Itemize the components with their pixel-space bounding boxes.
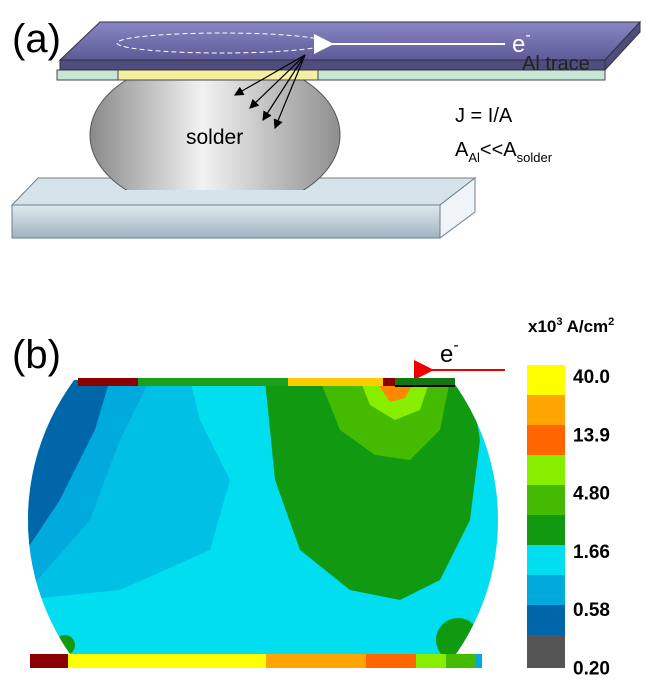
colorbar-label: 4.80	[573, 484, 610, 505]
figure: (a) e- Al trace solder J = I/A AAl<<Asol…	[0, 0, 655, 682]
current-map	[20, 380, 520, 662]
inequality: AAl<<Asolder	[455, 139, 553, 165]
electron: e	[440, 341, 453, 368]
area: A	[455, 139, 469, 161]
top-strip	[78, 378, 455, 386]
colorbar-title: x103 A/cm2	[528, 316, 614, 336]
colorbar-labels: 40.0 13.9 4.80 1.66 0.58 0.20	[573, 367, 610, 680]
title-base: x10	[528, 317, 556, 336]
colorbar-label: 40.0	[573, 367, 610, 388]
colorbar-label: 0.58	[573, 600, 610, 621]
panel-label: (a)	[12, 17, 61, 61]
electron-charge: -	[525, 27, 530, 44]
electron-charge: -	[453, 337, 458, 354]
panel-label: (b)	[12, 333, 61, 377]
area-sub: Al	[468, 150, 480, 165]
colorbar-label: 0.20	[573, 659, 610, 680]
electron-label: e-	[440, 337, 459, 368]
colorbar	[527, 365, 565, 668]
comparison: <<A	[480, 139, 517, 161]
title-unit: A/cm	[563, 317, 609, 336]
bottom-strip	[30, 654, 482, 668]
trace-label: Al trace	[522, 53, 590, 75]
substrate-front	[12, 205, 440, 238]
panel-b: (b) e-	[12, 316, 614, 680]
solder-label: solder	[186, 126, 243, 149]
area-sub: solder	[517, 150, 553, 165]
colorbar-label: 1.66	[573, 542, 610, 563]
title-unit-exp: 2	[608, 316, 614, 328]
panel-a: (a) e- Al trace solder J = I/A AAl<<Asol…	[12, 17, 640, 238]
colorbar-label: 13.9	[573, 425, 610, 446]
equation: J = I/A	[455, 105, 513, 127]
